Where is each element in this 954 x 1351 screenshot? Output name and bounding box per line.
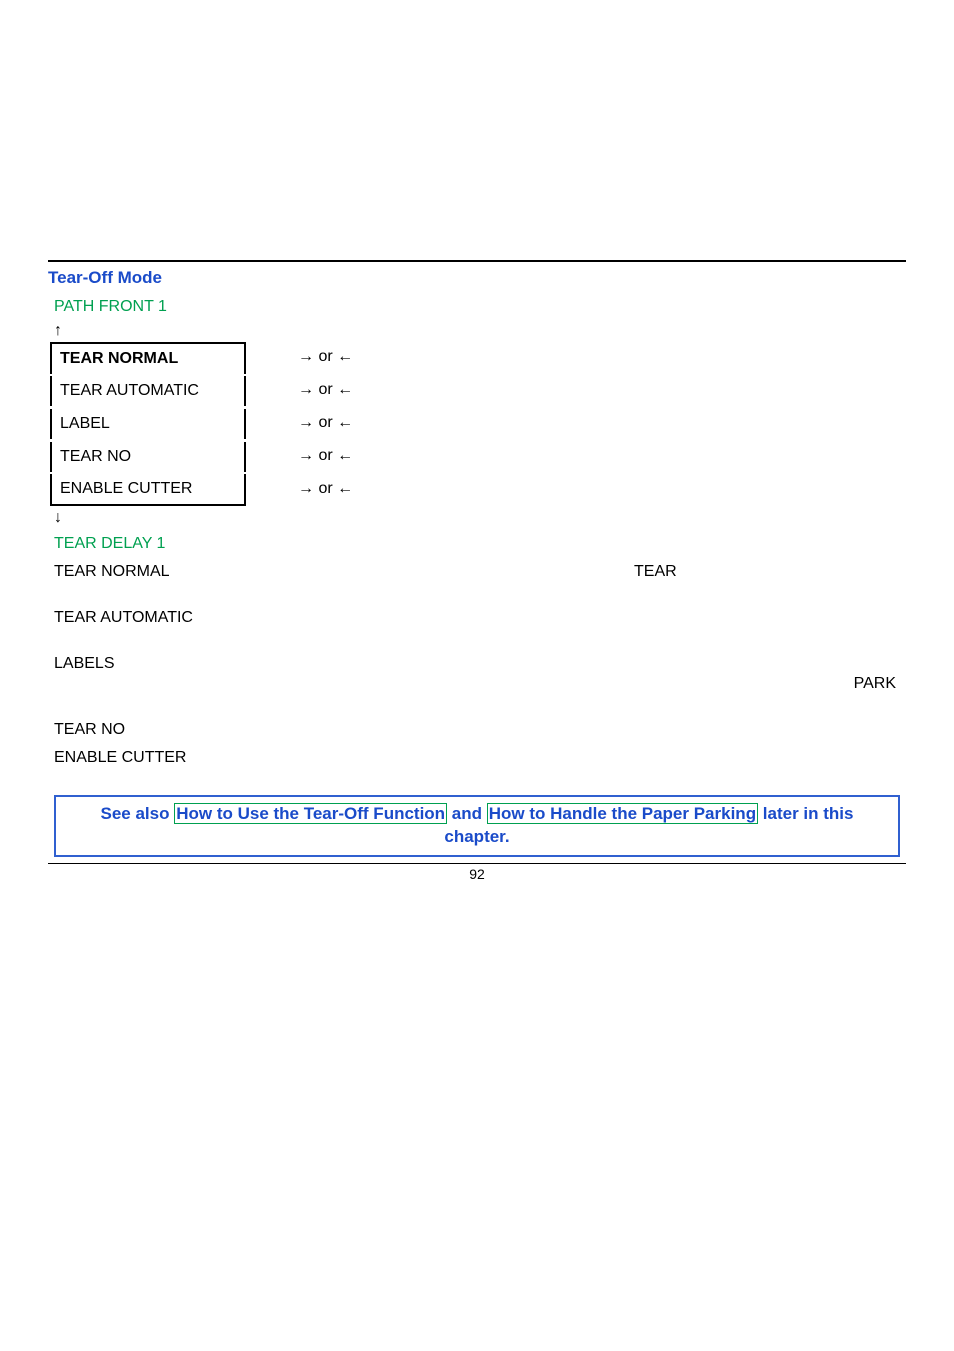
option-cell-border: TEAR NORMAL [50,342,246,374]
path-front-label: PATH FRONT 1 [54,298,906,316]
down-arrow: ↓ [54,509,906,527]
tear-delay-label: TEAR DELAY 1 [54,535,906,553]
option-arrows: → or ← [298,414,353,432]
callout-pre: See also [101,804,175,823]
option-label: TEAR AUTOMATIC [52,376,244,406]
callout-box: See also How to Use the Tear-Off Functio… [54,795,900,857]
desc-row-tear-no: TEAR NO [54,721,906,739]
desc-label: ENABLE CUTTER [54,749,634,767]
section-heading: Tear-Off Mode [48,266,906,290]
option-arrows: → or ← [298,381,353,399]
page-rule [48,863,906,864]
option-label: ENABLE CUTTER [52,474,244,504]
option-row: TEAR NORMAL → or ← [48,340,906,373]
callout-link-paper-parking[interactable]: How to Handle the Paper Parking [487,803,758,824]
option-arrows: → or ← [298,348,353,366]
option-cell-border: TEAR NO [50,442,246,472]
page-number: 92 [48,866,906,882]
desc-row-tear-normal: TEAR NORMAL TEAR [54,563,906,581]
callout-mid: and [447,804,487,823]
option-row: LABEL → or ← [48,406,906,439]
desc-label: TEAR NO [54,721,634,739]
option-row: TEAR NO → or ← [48,439,906,472]
option-arrows: → or ← [298,447,353,465]
top-rule [48,260,906,262]
desc-row-tear-automatic: TEAR AUTOMATIC [54,609,906,627]
option-row: ENABLE CUTTER → or ← [48,472,906,505]
page-content: Tear-Off Mode PATH FRONT 1 ↑ TEAR NORMAL… [0,0,954,882]
desc-row-enable-cutter: ENABLE CUTTER [54,749,906,767]
desc-label: LABELS [54,655,634,693]
desc-label: TEAR NORMAL [54,563,634,581]
desc-side-park: PARK [854,675,896,693]
callout-link-tear-off[interactable]: How to Use the Tear-Off Function [174,803,447,824]
option-cell-border: LABEL [50,409,246,439]
desc-label: TEAR AUTOMATIC [54,609,634,627]
option-label: TEAR NO [52,442,244,472]
option-label: LABEL [52,409,244,439]
up-arrow: ↑ [54,322,906,340]
desc-row-labels: LABELS PARK [54,655,906,693]
desc-side-tear: TEAR [634,563,677,581]
options-area: TEAR NORMAL → or ← TEAR AUTOMATIC → or ←… [48,340,906,505]
description-block: TEAR NORMAL TEAR TEAR AUTOMATIC LABELS P… [54,563,906,767]
option-label: TEAR NORMAL [52,344,244,374]
option-cell-border: ENABLE CUTTER [50,474,246,506]
option-row: TEAR AUTOMATIC → or ← [48,373,906,406]
callout-text: See also How to Use the Tear-Off Functio… [101,803,854,846]
option-arrows: → or ← [298,480,353,498]
option-cell-border: TEAR AUTOMATIC [50,376,246,406]
